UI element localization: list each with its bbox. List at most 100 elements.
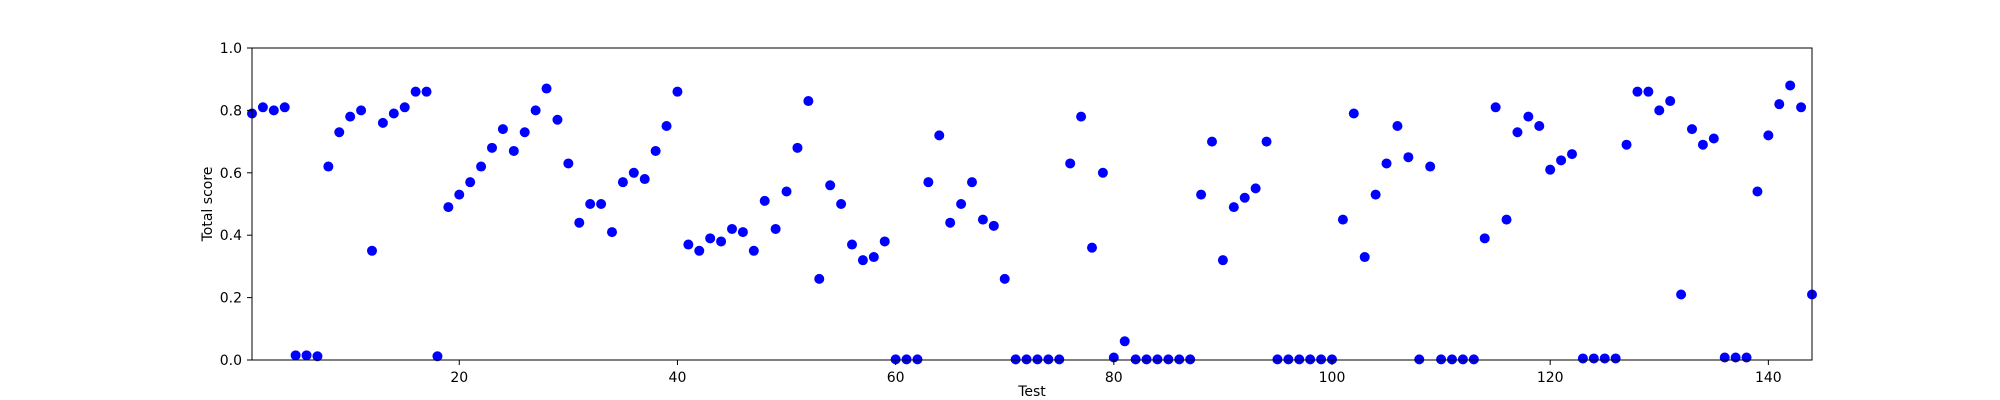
- data-point: [1261, 136, 1272, 147]
- data-point: [1348, 108, 1359, 119]
- data-point: [628, 167, 639, 178]
- y-axis-ticks: 0.0 0.2 0.4 0.6 0.8 1.0: [220, 41, 252, 369]
- data-point: [1010, 354, 1021, 365]
- data-point: [705, 233, 716, 244]
- data-point: [1425, 161, 1436, 172]
- data-point: [1436, 354, 1447, 365]
- data-point: [836, 199, 847, 209]
- data-point: [1196, 189, 1207, 200]
- data-point: [890, 354, 901, 365]
- data-point: [1163, 354, 1174, 365]
- data-point: [443, 202, 454, 213]
- data-point: [1021, 354, 1032, 365]
- data-point: [792, 142, 803, 153]
- data-point: [1316, 354, 1327, 365]
- data-point: [967, 177, 977, 188]
- data-point: [1272, 354, 1283, 365]
- data-point: [650, 145, 661, 156]
- data-point: [857, 255, 868, 266]
- data-point: [607, 227, 617, 238]
- data-point: [1676, 289, 1687, 300]
- data-point: [672, 86, 683, 97]
- data-point: [639, 174, 650, 185]
- data-point: [1065, 158, 1076, 169]
- data-point: [1501, 214, 1512, 225]
- data-point: [781, 186, 792, 197]
- data-point: [1512, 127, 1523, 138]
- data-point: [759, 195, 770, 206]
- data-point: [1654, 105, 1665, 116]
- data-point: [596, 199, 607, 209]
- data-point: [803, 96, 814, 107]
- x-tick-label: 100: [1319, 370, 1346, 386]
- data-point: [323, 161, 334, 172]
- x-tick-label: 80: [1105, 370, 1123, 386]
- data-point: [1119, 336, 1130, 347]
- data-point: [421, 86, 432, 97]
- data-point: [999, 273, 1010, 284]
- data-point: [519, 127, 530, 138]
- data-point: [279, 102, 290, 113]
- data-point: [1228, 202, 1239, 213]
- y-axis-label: Total score: [200, 167, 216, 243]
- x-tick-label: 140: [1755, 370, 1782, 386]
- data-point: [748, 245, 759, 256]
- data-point: [868, 252, 879, 263]
- data-point: [683, 239, 694, 250]
- data-point: [1708, 133, 1719, 144]
- data-point: [1097, 167, 1108, 178]
- data-point: [1796, 102, 1807, 113]
- x-tick-label: 120: [1537, 370, 1564, 386]
- data-point: [901, 354, 912, 365]
- data-point: [399, 102, 410, 113]
- data-point: [1556, 155, 1567, 166]
- data-point: [912, 354, 923, 365]
- data-point: [1719, 352, 1730, 363]
- data-point: [1457, 354, 1468, 365]
- data-point: [1305, 354, 1316, 365]
- data-point: [552, 114, 563, 125]
- data-point: [661, 121, 672, 131]
- data-point: [737, 227, 748, 238]
- data-point: [508, 145, 519, 156]
- data-point: [1381, 158, 1392, 169]
- data-point: [1588, 353, 1599, 364]
- data-point: [301, 350, 312, 361]
- data-point: [814, 273, 825, 284]
- data-point: [1468, 354, 1479, 365]
- data-point: [1370, 189, 1381, 200]
- data-point: [1545, 164, 1556, 175]
- data-point: [945, 217, 956, 228]
- data-point: [1567, 149, 1577, 160]
- data-point: [1785, 80, 1796, 91]
- data-point: [1665, 96, 1676, 107]
- data-point: [574, 217, 585, 228]
- data-point: [617, 177, 628, 188]
- data-point: [1327, 354, 1337, 365]
- data-point: [1523, 111, 1534, 122]
- data-point: [1414, 354, 1425, 365]
- data-point: [497, 124, 508, 135]
- data-point: [1447, 354, 1457, 365]
- data-point: [1141, 354, 1152, 365]
- data-point: [541, 83, 552, 94]
- data-point: [1763, 130, 1774, 141]
- data-point: [716, 236, 727, 247]
- x-axis-label: Test: [1017, 384, 1046, 400]
- data-point: [1697, 139, 1708, 150]
- data-point: [1403, 152, 1414, 163]
- data-point: [563, 158, 574, 169]
- data-point: [934, 130, 945, 141]
- data-point: [585, 199, 596, 209]
- data-point: [290, 350, 301, 361]
- x-tick-label: 60: [887, 370, 905, 386]
- data-point: [1239, 192, 1250, 203]
- data-point: [312, 351, 323, 362]
- data-point: [1207, 136, 1217, 147]
- data-point: [879, 236, 890, 247]
- data-point: [1217, 255, 1228, 266]
- data-point: [454, 189, 465, 200]
- data-point: [1337, 214, 1348, 225]
